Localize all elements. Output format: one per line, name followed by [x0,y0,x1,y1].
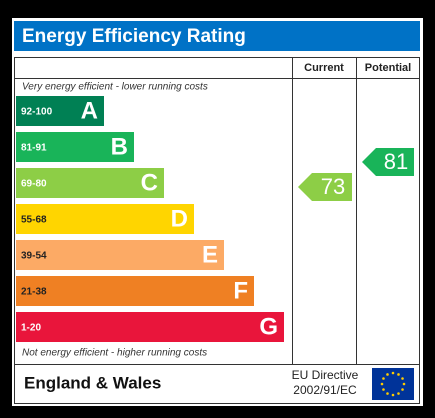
eu-star [402,382,406,386]
band-bar [16,240,224,270]
table-border [14,57,420,404]
bottom-note: Not energy efficient - higher running co… [22,348,207,359]
band-bar [16,132,134,162]
table-lines [14,57,420,404]
band-range: 21-38 [21,287,47,298]
band-range: 1-20 [21,323,41,334]
region: England & Wales [24,373,161,392]
potential-value: 81 [384,149,408,174]
top-note: Very energy efficient - lower running co… [22,82,208,93]
current-header: Current [304,62,344,74]
band-range: 81-91 [21,143,47,154]
band-letter: D [171,205,188,232]
directive-line: 2002/91/EC [293,383,357,397]
title-bar [14,21,420,51]
band-range: 92-100 [21,107,53,118]
eu-star [391,371,395,375]
eu-star [391,393,395,397]
band-bar [16,312,284,342]
band-letter: F [233,277,248,304]
current-value: 73 [321,174,345,199]
eu-star [380,382,384,386]
band-range: 55-68 [21,215,47,226]
band-letter: A [81,97,98,124]
band-range: 39-54 [21,251,47,262]
band-bar [16,96,104,126]
eu-star [401,388,404,391]
eu-star [386,373,389,376]
band-letter: E [202,241,218,268]
band-letter: G [259,313,278,340]
directive-line: EU Directive [292,368,359,382]
band-letter: B [111,133,128,160]
band-bar [16,168,164,198]
eu-star [386,392,389,395]
potential-arrow [362,148,414,176]
band-bar [16,276,254,306]
band-bar [16,204,194,234]
band-range: 69-80 [21,179,47,190]
current-arrow [298,173,352,201]
band-letter: C [141,169,158,196]
potential-header: Potential [365,62,411,74]
eu-star [401,377,404,380]
eu-star [397,373,400,376]
eu-star [382,388,385,391]
title: Energy Efficiency Rating [22,26,246,47]
eu-stars [380,371,406,397]
eu-star [397,392,400,395]
eu-star [382,377,385,380]
